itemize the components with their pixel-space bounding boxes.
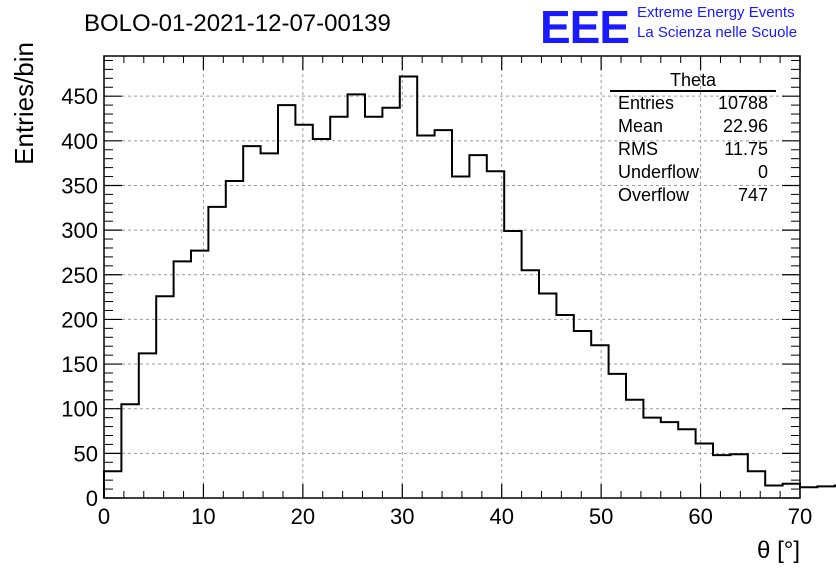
x-tick-label: 0: [98, 504, 110, 529]
stats-label: Underflow: [618, 162, 700, 182]
y-tick-label: 350: [61, 173, 98, 198]
logo-subtitle-1: Extreme Energy Events: [637, 4, 795, 21]
x-tick-label: 50: [589, 504, 613, 529]
y-tick-label: 450: [61, 84, 98, 109]
chart-title: BOLO-01-2021-12-07-00139: [84, 10, 391, 37]
stats-row-overflow: Overflow 747: [610, 184, 776, 207]
stats-value: 22.96: [722, 116, 768, 136]
axis-ticks: [103, 56, 801, 499]
x-tick-label: 60: [688, 504, 712, 529]
stats-row-entries: Entries 10788: [610, 92, 776, 115]
stats-label: Mean: [618, 116, 664, 136]
stats-label: Overflow: [618, 185, 690, 205]
x-axis-label: θ [°]: [757, 537, 800, 564]
x-tick-label: 70: [788, 504, 812, 529]
stats-row-mean: Mean 22.96: [610, 115, 776, 138]
y-tick-label: 150: [61, 352, 98, 377]
stats-value: 0: [757, 162, 768, 182]
stats-value: 747: [737, 185, 768, 205]
logo-subtitle-2: La Scienza nelle Scuole: [637, 24, 798, 41]
y-tick-label: 200: [61, 307, 98, 332]
y-tick-label: 100: [61, 397, 98, 422]
histogram-line: [103, 75, 836, 498]
y-tick-labels: 0 50 100 150 200 250 300 350 400 450: [61, 84, 98, 511]
stats-row-underflow: Underflow 0: [610, 161, 776, 184]
y-axis-label: Entries/bin: [9, 42, 39, 165]
y-tick-label: 50: [74, 441, 98, 466]
stats-value: 11.75: [724, 139, 768, 159]
x-tick-label: 20: [291, 504, 315, 529]
y-tick-label: 250: [61, 263, 98, 288]
x-tick-label: 30: [390, 504, 414, 529]
stats-label: RMS: [618, 139, 658, 159]
stats-value: 10788: [717, 93, 768, 113]
stats-title: Theta: [610, 70, 776, 92]
stats-row-rms: RMS 11.75: [610, 138, 776, 161]
plot-frame: [103, 55, 801, 499]
y-tick-label: 0: [86, 486, 98, 511]
stats-box: Theta Entries 10788 Mean 22.96 RMS 11.75…: [610, 70, 776, 207]
x-tick-label: 40: [489, 504, 513, 529]
x-tick-label: 10: [191, 504, 215, 529]
stats-label: Entries: [618, 93, 675, 113]
y-tick-label: 400: [61, 129, 98, 154]
eee-logo: EEE: [540, 1, 630, 53]
grid-lines: [104, 56, 800, 498]
y-tick-label: 300: [61, 218, 98, 243]
x-tick-labels: 0 10 20 30 40 50 60 70: [98, 504, 812, 529]
